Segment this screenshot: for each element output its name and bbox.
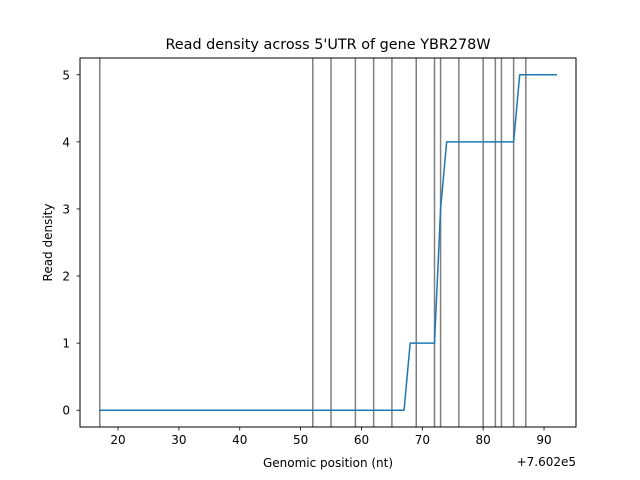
x-tick-label: 30	[171, 433, 186, 447]
chart-title: Read density across 5'UTR of gene YBR278…	[165, 37, 490, 53]
vertical-lines	[99, 58, 527, 427]
x-tick-label: 70	[415, 433, 430, 447]
x-tick-label: 20	[110, 433, 125, 447]
x-offset-label: +7.602e5	[517, 455, 576, 469]
x-tick-label: 60	[354, 433, 369, 447]
x-tick-label: 90	[536, 433, 551, 447]
series-line	[99, 74, 557, 411]
x-tick-label: 50	[293, 433, 308, 447]
x-tick-label: 40	[232, 433, 247, 447]
y-tick-label: 0	[62, 404, 70, 418]
y-axis-label: Read density	[41, 204, 55, 282]
y-ticks: 0 1 2 3 4 5	[62, 68, 80, 418]
x-tick-label: 80	[476, 433, 491, 447]
x-ticks: 20 30 40 50 60 70 80 90	[110, 427, 552, 447]
plot-frame	[79, 57, 577, 428]
y-tick-label: 3	[62, 202, 70, 216]
y-tick-label: 5	[62, 68, 70, 82]
y-tick-label: 1	[62, 337, 70, 351]
x-axis-label: Genomic position (nt)	[263, 456, 393, 470]
y-tick-label: 4	[62, 135, 70, 149]
series-layer	[99, 74, 557, 411]
y-tick-label: 2	[62, 270, 70, 284]
